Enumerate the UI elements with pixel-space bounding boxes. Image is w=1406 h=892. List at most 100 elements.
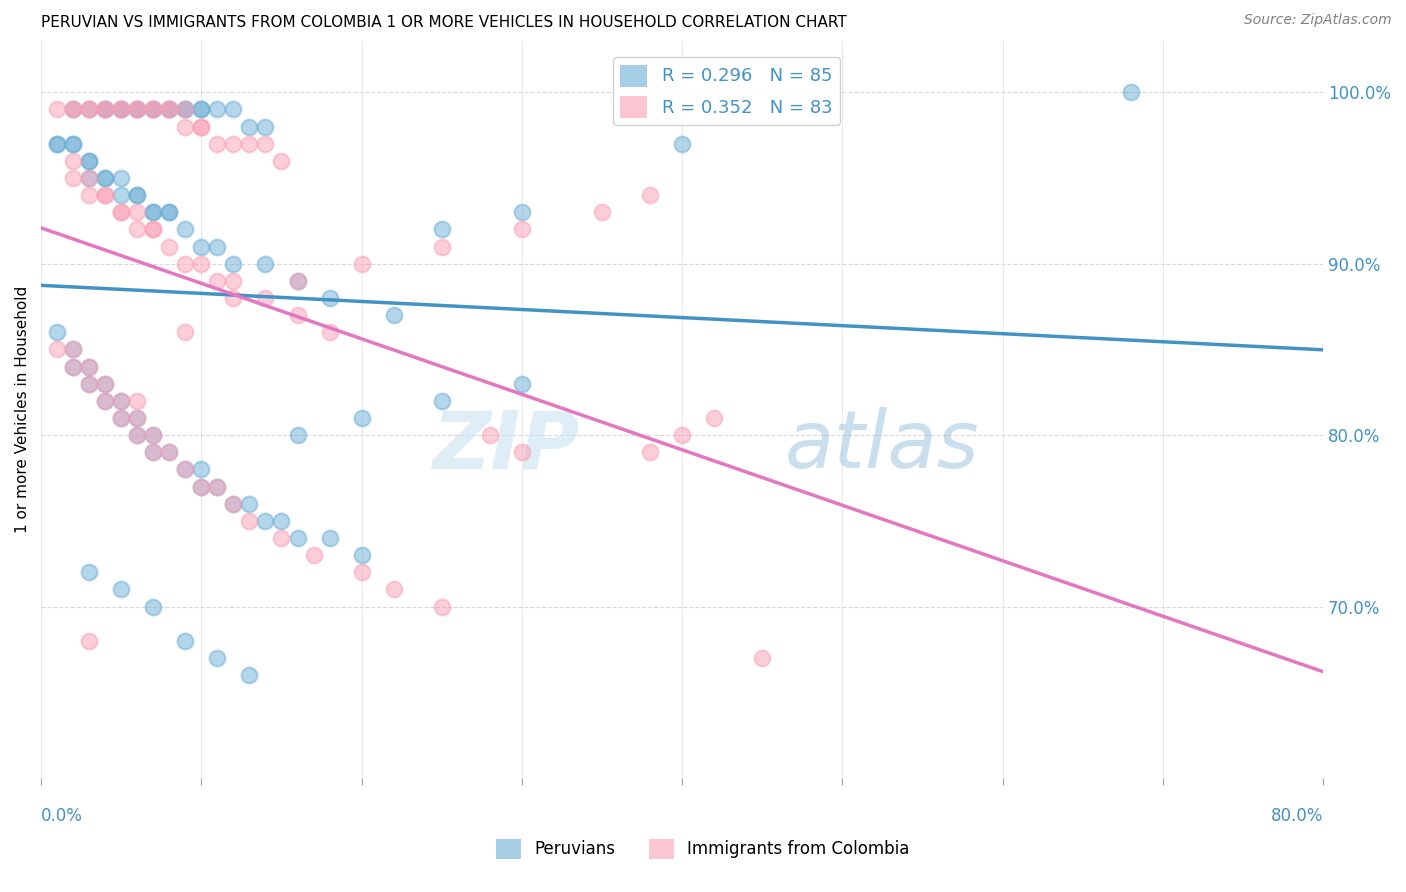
Point <box>254 257 277 271</box>
Point <box>222 136 245 151</box>
Point <box>190 120 212 134</box>
Point <box>190 480 212 494</box>
Point <box>270 531 292 545</box>
Point <box>94 188 117 202</box>
Point <box>77 188 100 202</box>
Point <box>110 188 132 202</box>
Point <box>127 205 149 219</box>
Point <box>77 171 100 186</box>
Point <box>110 393 132 408</box>
Point <box>430 599 453 614</box>
Point <box>110 103 132 117</box>
Point <box>110 171 132 186</box>
Point <box>174 120 197 134</box>
Point <box>350 566 373 580</box>
Point <box>94 393 117 408</box>
Point <box>157 103 180 117</box>
Point <box>94 103 117 117</box>
Point <box>110 205 132 219</box>
Point <box>190 103 212 117</box>
Point <box>350 411 373 425</box>
Point <box>94 103 117 117</box>
Point <box>94 171 117 186</box>
Point <box>207 651 229 665</box>
Point <box>110 205 132 219</box>
Point <box>110 411 132 425</box>
Point <box>142 205 165 219</box>
Point <box>157 103 180 117</box>
Point <box>62 359 84 374</box>
Point <box>174 103 197 117</box>
Point <box>77 376 100 391</box>
Point <box>190 120 212 134</box>
Point <box>46 343 69 357</box>
Point <box>94 103 117 117</box>
Point <box>430 222 453 236</box>
Point <box>62 343 84 357</box>
Point <box>207 480 229 494</box>
Point <box>238 668 260 682</box>
Point <box>110 103 132 117</box>
Text: 0.0%: 0.0% <box>41 807 83 825</box>
Point <box>174 103 197 117</box>
Point <box>62 136 84 151</box>
Point <box>77 103 100 117</box>
Point <box>671 136 693 151</box>
Point <box>94 188 117 202</box>
Point <box>127 103 149 117</box>
Point <box>510 376 533 391</box>
Point <box>703 411 725 425</box>
Point <box>142 445 165 459</box>
Point <box>382 582 405 597</box>
Point <box>238 136 260 151</box>
Point <box>350 548 373 562</box>
Point <box>751 651 773 665</box>
Point <box>62 343 84 357</box>
Point <box>46 136 69 151</box>
Point <box>190 480 212 494</box>
Point <box>287 428 309 442</box>
Point <box>238 497 260 511</box>
Point <box>190 239 212 253</box>
Point <box>510 445 533 459</box>
Point <box>287 274 309 288</box>
Point <box>157 445 180 459</box>
Point <box>110 582 132 597</box>
Point <box>62 153 84 168</box>
Point <box>94 103 117 117</box>
Point <box>190 257 212 271</box>
Point <box>207 480 229 494</box>
Point <box>287 308 309 322</box>
Point <box>222 103 245 117</box>
Point <box>142 103 165 117</box>
Point <box>350 257 373 271</box>
Point <box>142 103 165 117</box>
Point <box>222 497 245 511</box>
Point <box>142 222 165 236</box>
Point <box>270 514 292 528</box>
Point <box>127 411 149 425</box>
Point <box>77 359 100 374</box>
Point <box>382 308 405 322</box>
Point <box>207 274 229 288</box>
Point <box>142 428 165 442</box>
Point <box>62 103 84 117</box>
Point <box>46 136 69 151</box>
Point <box>127 428 149 442</box>
Point <box>254 291 277 305</box>
Point <box>142 103 165 117</box>
Point <box>222 291 245 305</box>
Text: ZIP: ZIP <box>432 408 579 485</box>
Point <box>77 566 100 580</box>
Point <box>62 136 84 151</box>
Point <box>94 376 117 391</box>
Point <box>157 445 180 459</box>
Text: 80.0%: 80.0% <box>1271 807 1323 825</box>
Point <box>270 153 292 168</box>
Point <box>157 239 180 253</box>
Point <box>174 462 197 476</box>
Point <box>174 633 197 648</box>
Point <box>77 103 100 117</box>
Point <box>127 188 149 202</box>
Point <box>110 393 132 408</box>
